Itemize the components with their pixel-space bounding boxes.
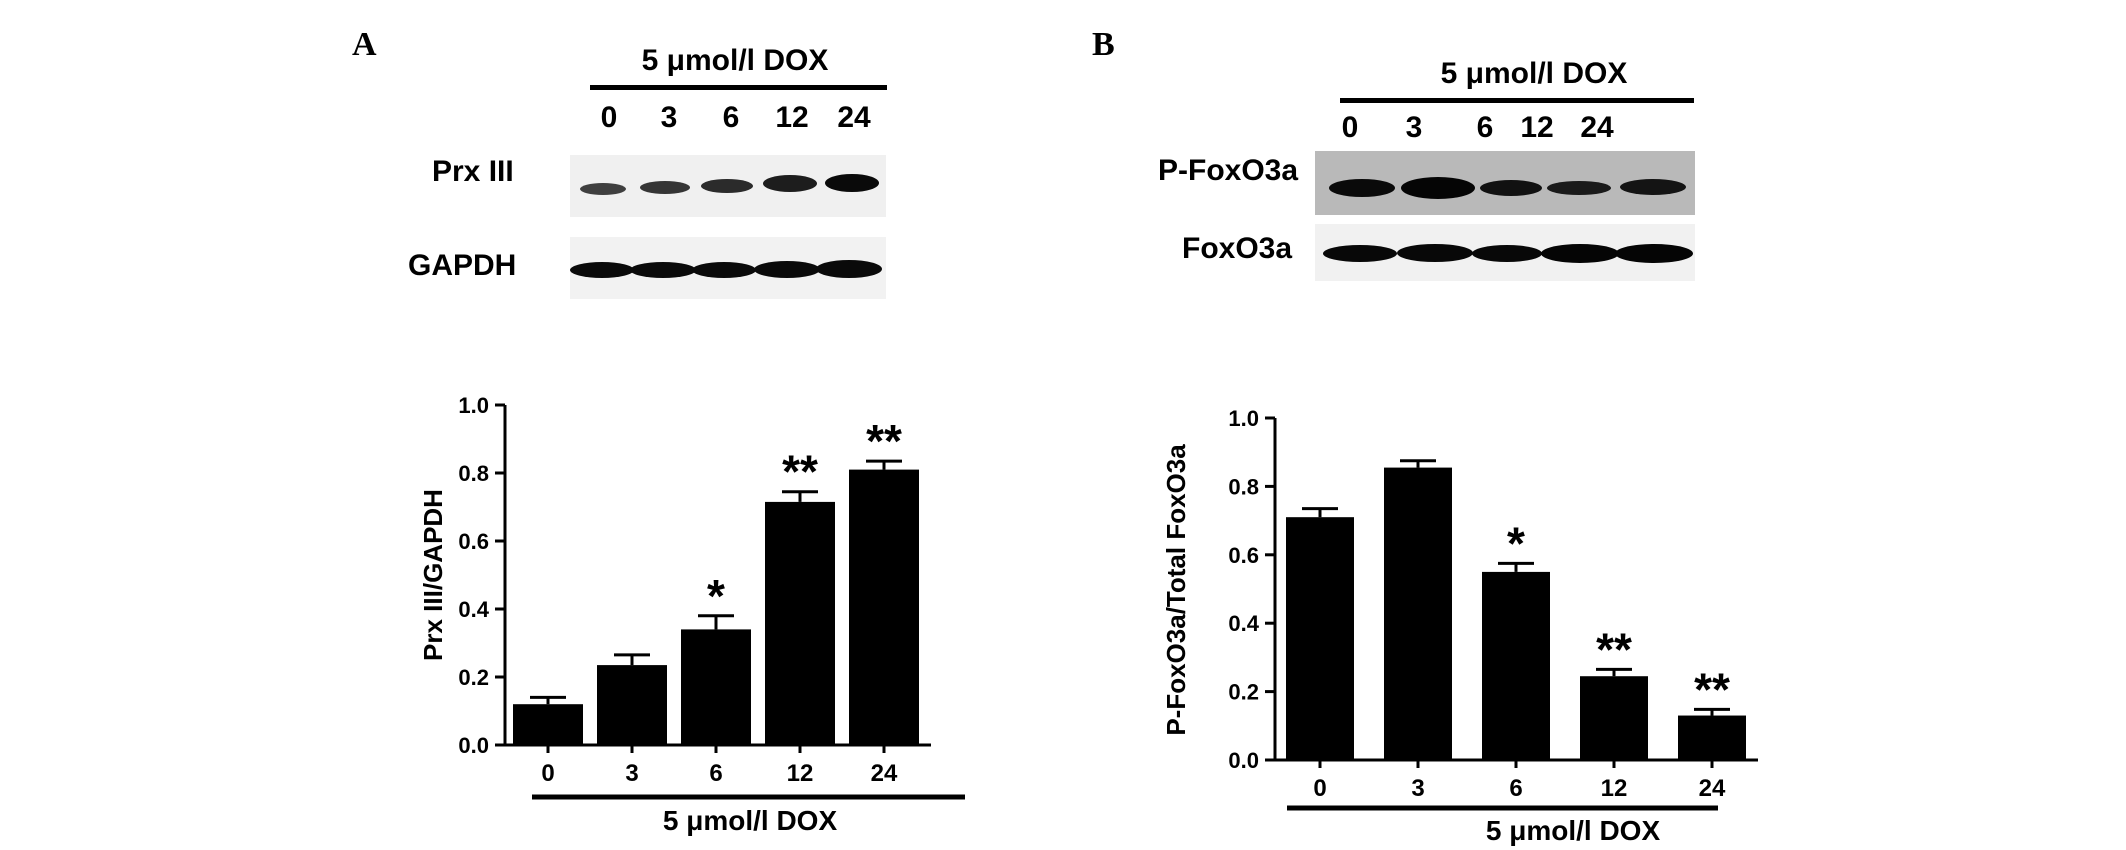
- x-tick-label: 0: [541, 760, 554, 787]
- blot-strip-gapdh: [570, 237, 886, 299]
- lane-label: 6: [722, 101, 740, 134]
- x-tick-label: 24: [1699, 775, 1726, 802]
- blot-row-label: FoxO3a: [1182, 232, 1293, 265]
- y-tick-label: 1.0: [458, 393, 489, 418]
- blot-strip-prx3: [570, 155, 886, 217]
- blot-header-rule: [590, 85, 887, 90]
- significance-label: *: [707, 570, 725, 622]
- x-tick-label: 12: [787, 760, 814, 787]
- bar: [1580, 676, 1648, 760]
- blot-band: [1323, 245, 1397, 262]
- y-tick-label: 0.8: [458, 461, 489, 486]
- blot-band: [763, 175, 817, 192]
- blot-header: 5 μmol/l DOX: [641, 44, 829, 77]
- y-tick-label: 0.2: [1228, 680, 1259, 705]
- panel-a: A 5 μmol/l DOX 0 3 6 12 24 Prx III GAPDH…: [352, 26, 965, 836]
- bar: [1678, 715, 1746, 760]
- x-tick-label: 6: [1509, 775, 1522, 802]
- blot-band: [701, 179, 753, 193]
- blot-band: [640, 181, 690, 194]
- blot-band: [1480, 180, 1542, 196]
- blot-band: [816, 260, 882, 278]
- bar: [1384, 467, 1452, 760]
- x-tick-label: 24: [871, 760, 898, 787]
- lane-label: 6: [1476, 111, 1494, 144]
- y-tick-label: 0.8: [1228, 474, 1259, 499]
- y-tick-label: 0.6: [1228, 543, 1259, 568]
- blot-header-rule: [1340, 98, 1694, 103]
- significance-label: *: [1507, 517, 1525, 569]
- x-tick-label: 6: [709, 760, 722, 787]
- blot-strip-foxo3a: [1315, 224, 1695, 281]
- y-tick-label: 0.0: [1228, 748, 1259, 773]
- blot-band: [1615, 244, 1693, 263]
- blot-band: [1547, 181, 1611, 195]
- blot-band: [570, 262, 634, 278]
- bar: [513, 704, 583, 745]
- x-tick-label: 3: [625, 760, 638, 787]
- panel-letter: A: [352, 26, 377, 63]
- bar: [681, 629, 751, 745]
- bar-chart-prx3-gapdh: 0.0 0.2 0.4 0.6 0.8 1.0 0 3 6 * 12 ** 24 ** Prx III/GA…: [418, 393, 965, 836]
- y-axis-label: Prx III/GAPDH: [418, 489, 448, 661]
- blot-band: [754, 261, 820, 278]
- blot-band: [825, 174, 879, 192]
- x-axis-label: 5 μmol/l DOX: [1486, 815, 1661, 846]
- panel-b: B 5 μmol/l DOX 0 3 6 12 24 P-FoxO3a FoxO…: [1063, 0, 2126, 850]
- lane-label: 12: [775, 101, 809, 134]
- y-axis-label: P-FoxO3a/Total FoxO3a: [1161, 444, 1191, 736]
- blot-band: [1472, 245, 1542, 262]
- x-axis-label: 5 μmol/l DOX: [663, 805, 838, 836]
- lane-label: 3: [1405, 111, 1423, 144]
- significance-label: **: [782, 446, 818, 498]
- significance-label: **: [866, 415, 902, 467]
- lane-label: 24: [837, 101, 871, 134]
- bar-chart-p-foxo3a-total: 0.0 0.2 0.4 0.6 0.8 1.0 0 3 6 * 12 ** 24 ** P-FoxO3a/T…: [1161, 406, 1758, 846]
- bar: [1482, 571, 1550, 760]
- blot-band: [1620, 179, 1686, 195]
- blot-band: [1401, 177, 1475, 199]
- lane-label: 12: [1520, 111, 1554, 144]
- y-tick-label: 0.4: [458, 597, 489, 622]
- bar: [597, 665, 667, 745]
- bar: [1286, 517, 1354, 760]
- blot-band: [580, 183, 626, 195]
- x-tick-label: 12: [1601, 775, 1628, 802]
- y-tick-label: 0.0: [458, 733, 489, 758]
- y-tick-label: 0.2: [458, 665, 489, 690]
- lane-label: 24: [1580, 111, 1614, 144]
- y-tick-label: 0.4: [1228, 611, 1259, 636]
- blot-band: [692, 262, 756, 278]
- blot-band: [1329, 179, 1395, 197]
- blot-row-label: Prx III: [432, 155, 514, 188]
- x-tick-label: 3: [1411, 775, 1424, 802]
- blot-band: [630, 262, 696, 278]
- blot-row-label: P-FoxO3a: [1158, 154, 1299, 187]
- significance-label: **: [1694, 663, 1730, 715]
- bar: [849, 469, 919, 745]
- panel-letter: B: [1092, 26, 1115, 63]
- blot-header: 5 μmol/l DOX: [1440, 57, 1628, 90]
- y-tick-label: 0.6: [458, 529, 489, 554]
- x-tick-label: 0: [1313, 775, 1326, 802]
- y-tick-label: 1.0: [1228, 406, 1259, 431]
- blot-strip-p-foxo3a: [1315, 151, 1695, 215]
- bar: [765, 501, 835, 745]
- blot-row-label: GAPDH: [408, 249, 517, 282]
- significance-label: **: [1596, 623, 1632, 675]
- blot-band: [1541, 244, 1619, 263]
- blot-band: [1397, 244, 1473, 262]
- lane-label: 0: [1341, 111, 1359, 144]
- lane-label: 3: [660, 101, 678, 134]
- lane-label: 0: [600, 101, 618, 134]
